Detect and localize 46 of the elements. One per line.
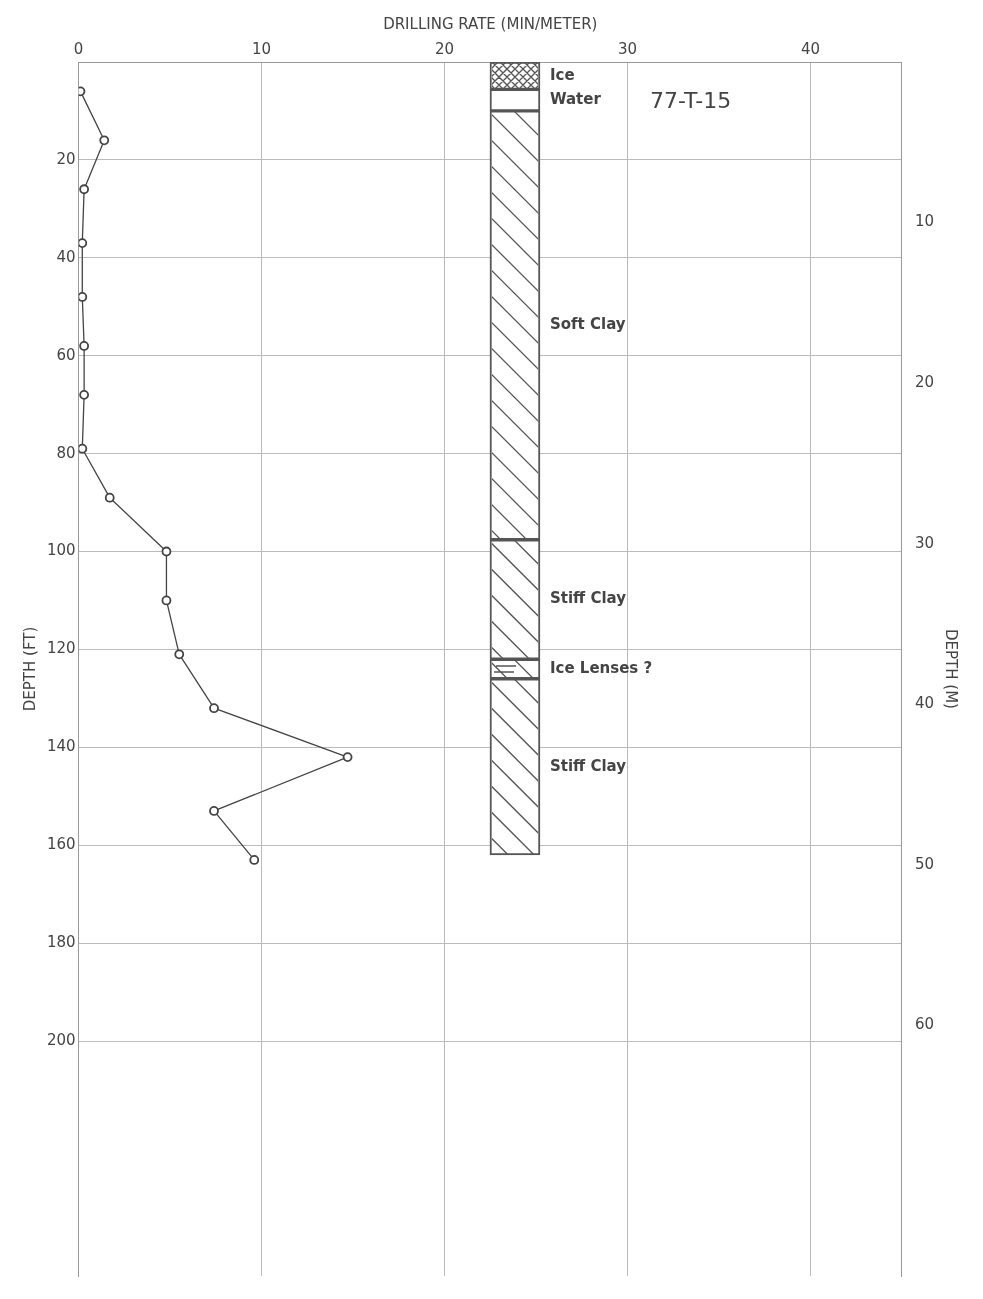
point — [161, 595, 172, 606]
point — [79, 341, 90, 351]
y-tick-label: 60 — [56, 345, 76, 364]
text: 77-T-15 — [649, 87, 732, 113]
point — [161, 546, 172, 557]
x-tick-label: 40 — [800, 39, 820, 58]
y-axis-title: DEPTH (FT) — [20, 626, 39, 712]
y-tick-label: 120 — [46, 639, 76, 658]
x-tick-label: 0 — [73, 39, 84, 58]
y-tick-label: 200 — [46, 1030, 76, 1049]
point — [249, 855, 260, 865]
point — [78, 443, 88, 454]
y2-tick-label: 60 — [914, 1015, 935, 1034]
y-tick-label: 180 — [46, 933, 76, 952]
y2-tick-label: 20 — [914, 373, 935, 392]
y2-tick-label: 30 — [914, 533, 935, 552]
y-tick-label: 140 — [46, 737, 76, 756]
series-label: Stiff Clay — [549, 589, 627, 608]
y2-tick-label: 50 — [914, 854, 935, 873]
series-label: Ice Lenses ? — [549, 658, 653, 677]
point — [209, 703, 219, 714]
point — [79, 389, 90, 400]
y-tick-label: 40 — [56, 247, 76, 266]
series-label: Stiff Clay — [549, 756, 627, 775]
y-tick-label: 160 — [46, 835, 76, 854]
series-label: Ice — [549, 65, 575, 84]
point — [99, 135, 110, 146]
x-tick-label: 10 — [252, 39, 272, 58]
y2-tick-label: 40 — [914, 694, 935, 713]
point — [78, 238, 88, 249]
point — [209, 806, 219, 816]
point — [78, 292, 88, 302]
point — [79, 184, 90, 195]
y-tick-label: 20 — [56, 149, 76, 168]
y2-tick-label: 10 — [914, 212, 935, 231]
point — [342, 752, 353, 763]
series-label: Water — [549, 90, 602, 109]
series-label: Soft Clay — [549, 315, 626, 334]
y2-axis-title: DEPTH (M) — [942, 629, 961, 709]
point — [174, 649, 185, 660]
x-tick-label: 30 — [617, 39, 638, 58]
x-tick-label: 20 — [434, 39, 455, 58]
x-axis-title: DRILLING RATE (MIN/METER) — [383, 14, 598, 33]
y-tick-label: 100 — [46, 541, 76, 560]
y-tick-label: 80 — [56, 443, 76, 462]
point — [104, 492, 115, 503]
